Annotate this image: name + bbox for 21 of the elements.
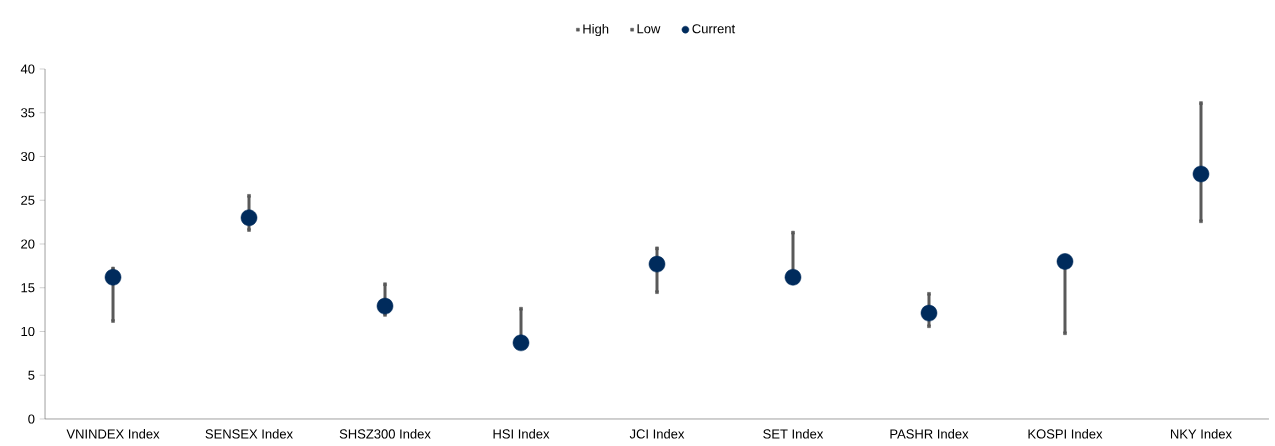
y-tick-label: 35 [21,108,35,118]
x-tick-label: SENSEX Index [205,429,293,439]
y-tick-label: 10 [21,326,35,337]
y-tick-label: 30 [21,151,35,162]
x-tick-label: VNINDEX Index [66,429,160,439]
x-tick-label: KOSPI Index [1028,429,1103,439]
y-tick-label: 0 [28,414,35,424]
x-tick-label: SET Index [763,429,824,439]
y-tick-label: 5 [28,370,35,380]
x-tick-label: NKY Index [1170,429,1232,439]
y-tick-label: 25 [21,195,35,205]
x-tick-label: SHSZ300 Index [339,429,431,439]
x-tick-label: PASHR Index [890,429,969,439]
x-tick-label: JCI Index [629,429,685,439]
y-tick-label: 20 [21,239,35,249]
y-tick-label: 40 [20,64,35,74]
legend-label: High [583,23,609,37]
x-tick-label: HSI Index [493,429,550,439]
y-tick-label: 15 [21,283,35,293]
legend-label: Low [637,24,661,34]
legend-label: Current [692,24,736,34]
